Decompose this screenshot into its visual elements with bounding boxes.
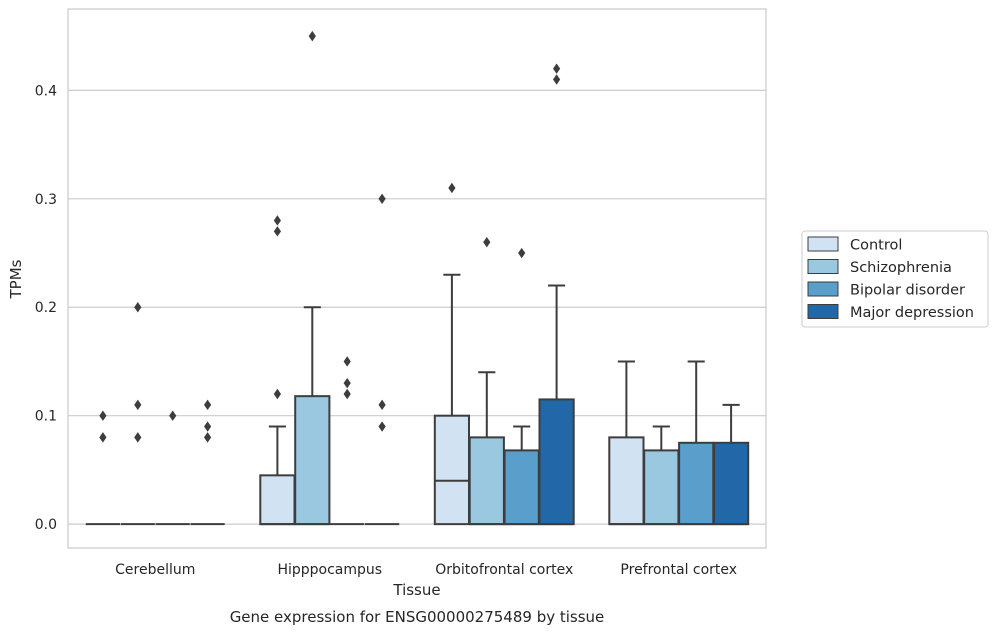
box-group	[643, 425, 680, 526]
outlier-point	[378, 193, 386, 204]
y-tick-label: 0.4	[35, 83, 57, 99]
box-iqr	[712, 441, 750, 526]
legend-frame	[801, 230, 989, 328]
box-iqr	[468, 436, 505, 526]
outliers	[99, 30, 561, 443]
legend-swatch	[807, 304, 839, 319]
box-iqr	[433, 414, 471, 526]
legend-label: Control	[850, 238, 902, 254]
x-axis-title: Tissue	[392, 581, 440, 599]
outlier-point	[169, 410, 177, 421]
outlier-point	[273, 215, 281, 226]
outlier-point	[134, 302, 142, 313]
outlier-point	[99, 432, 107, 443]
outlier-point	[204, 432, 212, 443]
outlier-point	[343, 356, 351, 367]
legend-swatch	[807, 281, 839, 297]
box-group	[503, 425, 540, 526]
chart-caption: Gene expression for ENSG00000275489 by t…	[230, 608, 605, 626]
outlier-point	[343, 377, 351, 389]
outlier-point	[99, 410, 107, 421]
y-axis-ticks: 0.0 0.1 0.2 0.3 0.4	[35, 83, 57, 533]
outlier-point	[308, 30, 316, 42]
outlier-point	[343, 388, 351, 400]
x-tick-label: Orbitofrontal cortex	[435, 562, 573, 578]
outlier-point	[204, 421, 212, 432]
outlier-point	[273, 388, 281, 400]
box-group	[712, 403, 750, 526]
legend-swatch	[807, 236, 839, 252]
y-tick-label: 0.0	[35, 517, 57, 533]
box-iqr	[608, 436, 645, 526]
outlier-point	[448, 182, 456, 194]
y-axis-title: TPMs	[7, 259, 25, 299]
box-iqr	[643, 449, 680, 526]
plot-area-frame	[67, 8, 767, 549]
box-iqr	[503, 449, 540, 526]
y-tick-label: 0.1	[35, 409, 57, 425]
box-group	[538, 284, 575, 526]
outlier-point	[204, 399, 212, 411]
outlier-point	[553, 74, 561, 85]
outlier-point	[378, 399, 386, 411]
legend-swatch	[807, 259, 839, 274]
x-tick-label: Hipppocampus	[277, 562, 382, 578]
box-iqr	[678, 441, 715, 526]
box-group	[259, 425, 296, 526]
legend-label: Major depression	[850, 305, 974, 321]
box-group	[468, 371, 505, 526]
outlier-point	[518, 247, 526, 259]
legend-label: Schizophrenia	[850, 260, 952, 276]
box-group	[433, 273, 471, 526]
outlier-point	[378, 421, 386, 432]
x-tick-label: Prefrontal cortex	[620, 562, 737, 578]
outlier-point	[483, 236, 491, 248]
x-tick-label: Cerebellum	[115, 562, 195, 578]
box-group	[294, 306, 331, 526]
box-iqr	[538, 398, 575, 526]
legend: Control Schizophrenia Bipolar disorder Majo…	[801, 230, 989, 328]
box-group	[608, 360, 645, 526]
y-tick-label: 0.2	[35, 300, 57, 316]
box-iqr	[259, 474, 296, 526]
outlier-point	[553, 63, 561, 74]
y-tick-label: 0.3	[35, 192, 57, 208]
outlier-point	[273, 226, 281, 237]
x-axis-ticks: Cerebellum Hipppocampus Orbitofrontal cort…	[115, 562, 737, 578]
boxes	[85, 273, 750, 526]
outlier-point	[134, 432, 142, 443]
outlier-point	[134, 399, 142, 411]
box-iqr	[294, 395, 331, 526]
box-group	[678, 360, 715, 526]
legend-label: Bipolar disorder	[850, 283, 965, 299]
